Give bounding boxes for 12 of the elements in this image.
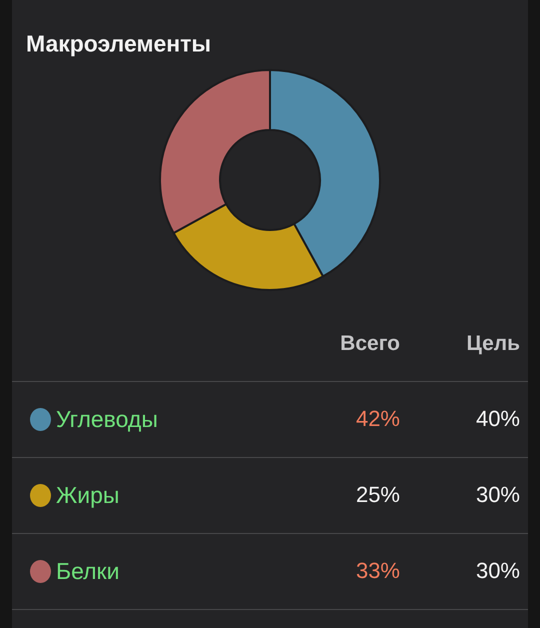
data-label: 42% xyxy=(356,406,400,432)
text: Всего xyxy=(340,332,400,356)
text: 30% xyxy=(476,482,520,508)
legend-label: Углеводы xyxy=(56,406,158,433)
legend-label: Белки xyxy=(56,558,120,585)
legend-label: Жиры xyxy=(56,482,120,509)
data-label: 25% xyxy=(356,482,400,508)
text: 40% xyxy=(476,406,520,432)
data-label: 33% xyxy=(356,558,400,584)
text: 30% xyxy=(476,558,520,584)
text: Цель xyxy=(466,332,520,356)
chart-title: Макроэлементы xyxy=(26,30,212,56)
